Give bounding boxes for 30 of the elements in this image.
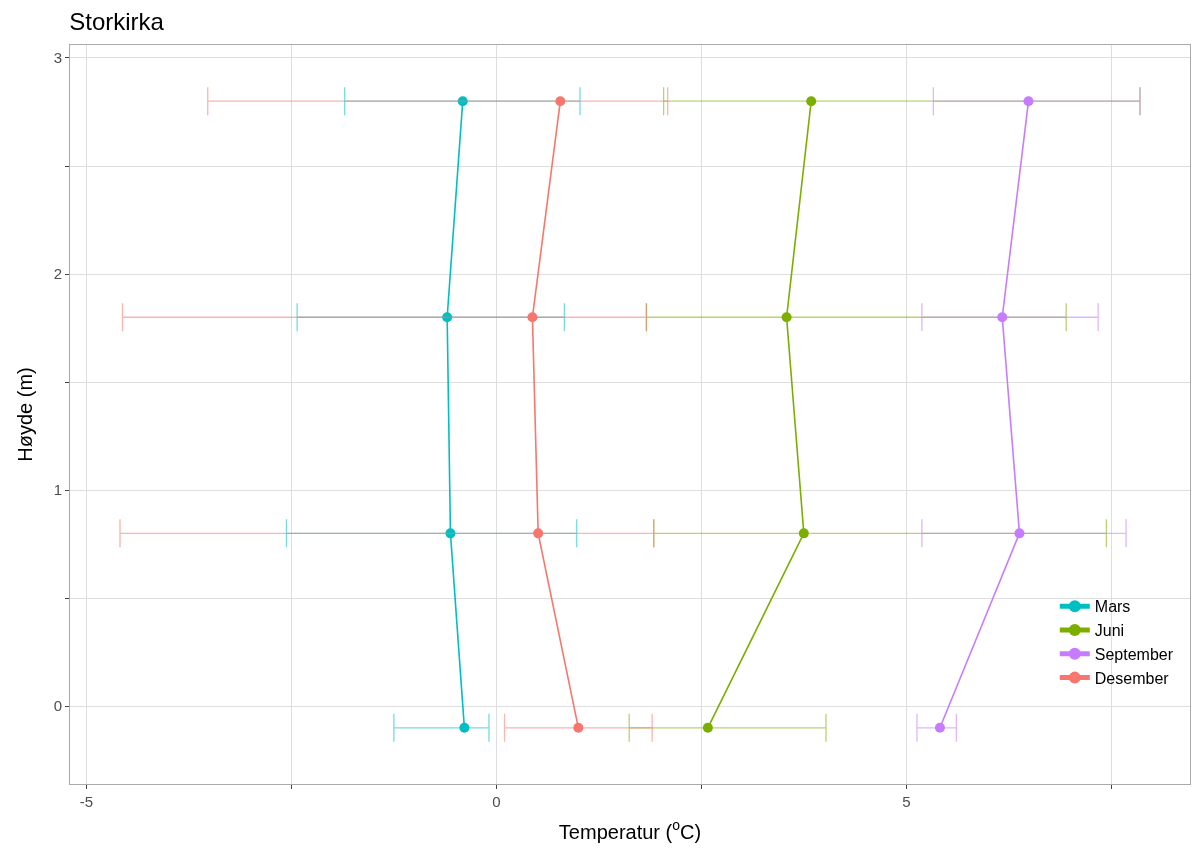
point — [702, 722, 713, 733]
legend-label: Desember — [1094, 669, 1170, 687]
point — [1014, 528, 1025, 539]
legend-label: Mars — [1094, 598, 1131, 616]
y-tick-label: 0 — [53, 697, 62, 715]
point — [573, 722, 584, 733]
y-tick-label: 3 — [53, 49, 62, 67]
point — [527, 312, 538, 323]
point — [459, 722, 470, 733]
point — [798, 528, 809, 539]
y-tick-label: 2 — [53, 265, 62, 283]
point — [997, 312, 1008, 323]
y-tick-label: 1 — [53, 481, 62, 499]
point — [781, 312, 792, 323]
point — [457, 96, 468, 107]
point — [555, 96, 566, 107]
x-axis-title: Temperatur ($^{o}$C) — [558, 817, 702, 843]
y-axis-title: Høyde (m) — [14, 367, 37, 462]
point — [445, 528, 456, 539]
point — [806, 96, 817, 107]
x-tick-label: -5 — [79, 793, 94, 810]
point — [533, 528, 544, 539]
legend-label: Juni — [1094, 622, 1125, 640]
x-tick-label: 5 — [902, 793, 911, 810]
chart-title: Storkirka — [69, 7, 165, 35]
point — [1023, 96, 1034, 107]
point — [934, 722, 945, 733]
point — [442, 312, 453, 323]
x-tick-label: 0 — [492, 793, 501, 810]
legend-label: September — [1094, 646, 1174, 664]
